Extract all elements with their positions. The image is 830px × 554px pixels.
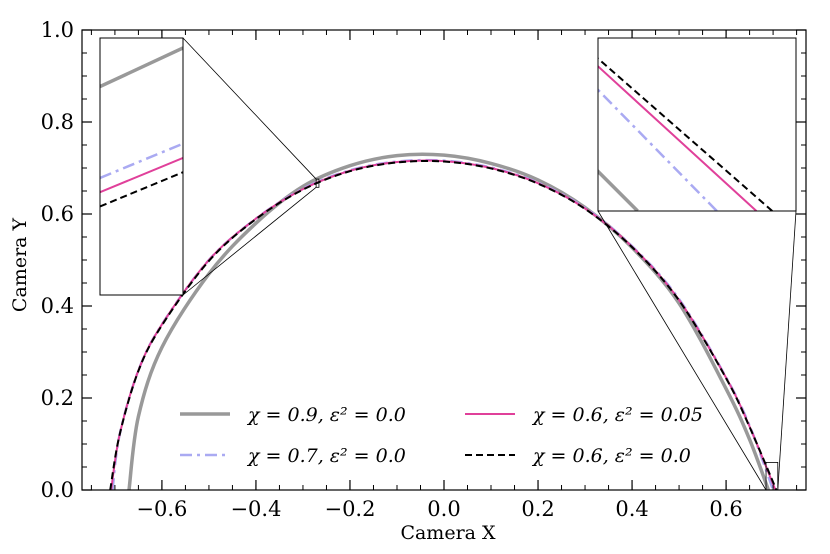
main-axes: −0.6 −0.4 −0.2 0.0 0.2 0.4 0.6 0.0 0.2 0.4 0.6 0.8 1… — [41, 18, 807, 521]
inset-frame — [597, 37, 797, 212]
inset-series-line-1 — [100, 46, 183, 89]
x-tick-label: 0.0 — [427, 497, 460, 521]
y-tick-label: 0.4 — [41, 294, 74, 318]
inset-connector — [182, 187, 317, 296]
inset-lines — [100, 46, 183, 208]
legend-label-4: χ = 0.6, ε² = 0.0 — [531, 445, 691, 467]
series-line-1 — [127, 152, 771, 491]
x-tick-label: 0.6 — [709, 497, 742, 521]
main-plot-lines — [109, 152, 778, 491]
y-tick-label: 0.2 — [41, 386, 74, 410]
inset-connector — [597, 210, 767, 491]
legend-label-3: χ = 0.6, ε² = 0.05 — [531, 404, 703, 426]
inset-connector — [182, 37, 317, 180]
x-axis-label: Camera X — [400, 522, 496, 544]
inset-source-rect — [765, 461, 779, 491]
series-line-4 — [109, 159, 778, 491]
inset-series-line-1 — [598, 168, 639, 211]
y-tick-label: 0.0 — [41, 478, 74, 502]
inset-series-line-3 — [100, 157, 183, 194]
inset-background — [100, 38, 183, 295]
y-tick-label: 0.8 — [41, 110, 74, 134]
inset-connector — [777, 210, 797, 491]
inset-series-line-2 — [100, 142, 183, 180]
legend-label-2: χ = 0.7, ε² = 0.0 — [246, 445, 406, 467]
inset-series-line-3 — [598, 64, 758, 211]
x-tick-label: 0.4 — [615, 497, 648, 521]
x-tick-label: −0.6 — [136, 497, 187, 521]
inset-frame — [99, 37, 184, 296]
y-tick-label: 1.0 — [41, 18, 74, 42]
x-tick-label: 0.2 — [521, 497, 554, 521]
zoom-insets — [99, 37, 797, 491]
inset-source-rect — [315, 178, 320, 188]
x-tick-label: −0.2 — [324, 497, 375, 521]
inset-background — [598, 38, 796, 211]
y-axis-label: Camera Y — [9, 217, 31, 312]
inset-lines — [598, 57, 773, 211]
legend-label-1: χ = 0.9, ε² = 0.0 — [246, 404, 406, 426]
legend: χ = 0.9, ε² = 0.0 χ = 0.7, ε² = 0.0 χ = 0.… — [180, 404, 703, 467]
x-tick-label: −0.4 — [230, 497, 281, 521]
y-tick-label: 0.6 — [41, 202, 74, 226]
inset-series-line-4 — [100, 171, 183, 208]
